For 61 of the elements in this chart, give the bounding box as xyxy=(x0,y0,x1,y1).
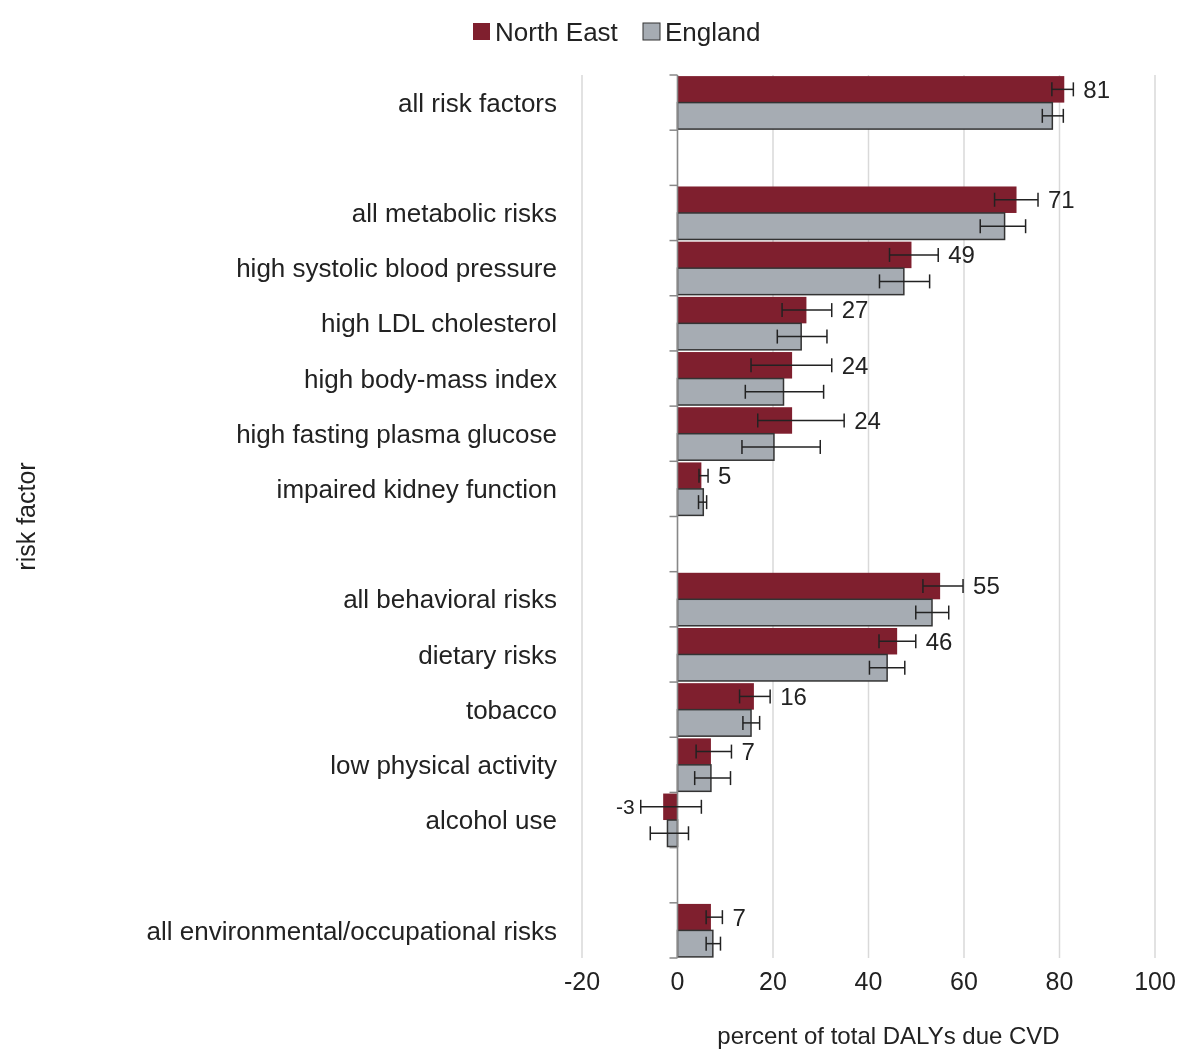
y-tick-label: high fasting plasma glucose xyxy=(236,418,557,449)
y-tick-label: all environmental/occupational risks xyxy=(146,915,557,946)
y-tick-label: all metabolic risks xyxy=(351,198,557,229)
bar xyxy=(676,377,785,406)
y-tick-label: dietary risks xyxy=(418,639,557,670)
legend-label: North East xyxy=(495,17,619,48)
x-tick-label: 20 xyxy=(759,967,787,995)
data-label: 46 xyxy=(925,627,953,655)
bar xyxy=(677,903,711,931)
bar xyxy=(676,708,752,737)
bar xyxy=(677,241,912,269)
bar xyxy=(677,352,793,379)
bar xyxy=(676,267,905,296)
x-axis-title: percent of total DALYs due CVD xyxy=(717,1022,1060,1049)
bar xyxy=(676,101,1054,130)
data-label: 49 xyxy=(948,241,975,269)
y-tick-label: all risk factors xyxy=(398,87,557,118)
x-tick-label: 40 xyxy=(854,967,883,995)
bar xyxy=(676,598,933,627)
bar xyxy=(676,929,714,958)
data-label: 24 xyxy=(841,351,869,379)
data-label: 55 xyxy=(973,572,1000,600)
bar xyxy=(677,683,754,710)
data-label: 7 xyxy=(732,903,746,931)
y-tick-label: all behavioral risks xyxy=(343,584,557,615)
bar xyxy=(677,296,807,324)
bar xyxy=(676,322,802,351)
data-label: -3 xyxy=(616,795,635,819)
bar xyxy=(677,738,711,765)
data-label: 24 xyxy=(854,406,881,434)
y-tick-label: tobacco xyxy=(465,694,557,725)
data-label: 5 xyxy=(718,462,732,490)
bar xyxy=(677,572,941,600)
y-tick-label: low physical activity xyxy=(330,749,557,780)
bar xyxy=(677,462,702,489)
data-label: 27 xyxy=(841,296,869,324)
y-tick-label: high body-mass index xyxy=(304,363,557,394)
bar xyxy=(676,212,1006,241)
bar xyxy=(676,764,712,793)
x-tick-label: 100 xyxy=(1134,967,1176,995)
bar xyxy=(676,488,705,517)
y-axis-title: risk factor xyxy=(12,462,40,571)
bar xyxy=(677,76,1065,103)
data-label: 81 xyxy=(1083,75,1111,103)
legend-label: England xyxy=(665,17,761,48)
bar xyxy=(676,653,888,682)
x-tick-label: 60 xyxy=(950,967,978,995)
y-tick-label: impaired kidney function xyxy=(276,474,557,505)
data-label: 7 xyxy=(741,738,755,765)
bar xyxy=(677,627,898,655)
bar xyxy=(677,407,793,434)
x-tick-label: -20 xyxy=(563,967,601,995)
data-label: 71 xyxy=(1048,186,1075,214)
x-tick-label: 0 xyxy=(670,967,685,995)
y-tick-label: high systolic blood pressure xyxy=(236,253,557,284)
bar xyxy=(676,432,775,461)
y-tick-label: high LDL cholesterol xyxy=(320,308,557,339)
bar xyxy=(677,186,1017,213)
y-tick-label: alcohol use xyxy=(425,805,557,836)
x-tick-label: 80 xyxy=(1045,967,1074,995)
data-label: 16 xyxy=(780,682,807,710)
